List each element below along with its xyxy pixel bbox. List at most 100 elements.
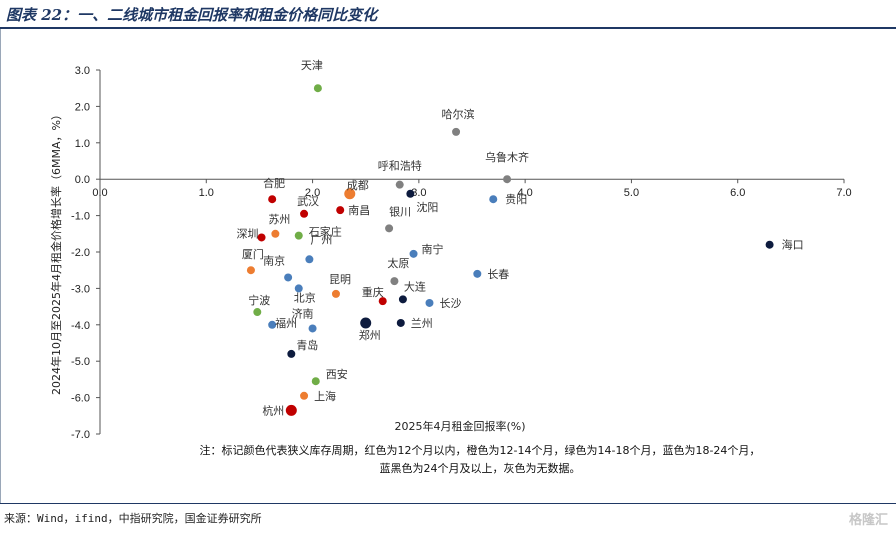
y-tick-label: -4.0 [71,320,90,332]
point-label: 昆明 [329,273,351,286]
x-tick-label: 0.0 [92,187,107,199]
point-北京 [294,284,303,293]
figure-title: 图表 22：一、二线城市租金回报率和租金价格同比变化 [6,6,378,24]
chart-axes [96,69,845,435]
x-tick-label: 6.0 [730,187,745,199]
point-label: 大连 [404,279,426,293]
point-呼和浩特 [395,180,404,189]
point-海口 [765,240,774,249]
point-深圳 [257,233,266,242]
point-南昌 [336,206,345,215]
point-天津 [313,84,322,93]
y-tick-label: 3.0 [75,65,90,77]
bottom-rule [0,503,896,504]
point-兰州 [396,318,405,327]
point-label: 南宁 [422,242,444,256]
point-label: 合肥 [263,176,285,190]
y-tick-label: 2.0 [75,101,90,113]
point-label: 上海 [314,389,336,403]
point-成都 [344,188,356,200]
point-label: 天津 [301,59,323,72]
point-label: 贵阳 [505,193,527,206]
point-上海 [300,391,309,400]
point-昆明 [331,289,340,298]
y-tick-label: -6.0 [71,393,90,405]
point-label: 杭州 [262,403,284,417]
point-合肥 [268,195,277,204]
chart-note-line1: 注：标记颜色代表狭义库存周期，红色为12个月以内，橙色为12-14个月，绿色为1… [199,444,761,457]
y-tick-label: -3.0 [71,283,90,295]
point-重庆 [378,297,387,306]
point-大连 [398,295,407,304]
point-label: 福州 [275,316,297,330]
point-label: 兰州 [411,317,433,330]
watermark-logo: 格隆汇 [848,513,888,528]
point-label: 郑州 [359,328,381,342]
point-苏州 [271,229,280,238]
point-济南 [308,324,317,333]
y-tick-label: 0.0 [75,174,90,186]
point-广州 [305,255,314,264]
point-长春 [473,269,482,278]
chart-tick-labels: 0.0 1.0 2.0 3.0 4.0 5.0 6.0 7.03.02.01.00.0-1.0… [71,65,852,441]
point-label: 深圳 [237,227,259,240]
point-label: 广州 [310,233,332,246]
point-南京 [284,273,293,282]
y-tick-label: -7.0 [71,429,90,441]
point-郑州 [360,317,372,329]
point-宁波 [253,308,262,317]
point-贵阳 [489,195,498,204]
point-label: 苏州 [268,213,290,226]
point-石家庄 [294,231,303,240]
point-南宁 [409,249,418,258]
title-rule [0,27,896,29]
x-tick-label: 5.0 [624,187,639,199]
point-武汉 [300,209,309,218]
point-label: 南昌 [348,204,370,217]
point-杭州 [285,404,297,416]
point-label: 重庆 [362,285,384,299]
point-太原 [390,277,399,286]
point-label: 武汉 [297,195,319,208]
x-tick-label: 3.0 [411,187,426,199]
point-乌鲁木齐 [503,175,512,184]
x-tick-label: 1.0 [199,187,214,199]
point-哈尔滨 [452,127,461,136]
y-axis-label: 2024年10月至2025年4月租金价格增长率（6MMA，%） [49,109,63,395]
point-福州 [268,320,277,329]
point-label: 宁波 [248,293,270,307]
point-青岛 [287,349,296,358]
point-label: 哈尔滨 [442,107,475,121]
point-银川 [385,224,394,233]
point-label: 西安 [326,367,348,381]
point-label: 银川 [389,204,411,218]
point-label: 太原 [387,257,409,270]
point-label: 南京 [263,253,285,267]
y-tick-label: -5.0 [71,356,90,368]
point-label: 海口 [782,238,804,252]
point-label: 石家庄 [309,225,342,239]
point-label: 乌鲁木齐 [485,150,529,164]
source-text: 来源：Wind，ifind，中指研究院，国金证券研究所 [4,512,262,525]
point-label: 长沙 [439,297,461,310]
point-西安 [311,377,320,386]
point-label: 济南 [292,306,314,320]
point-长沙 [425,298,434,307]
y-tick-label: 1.0 [75,138,90,150]
point-label: 青岛 [296,338,318,352]
point-label: 长春 [487,268,509,281]
point-label: 北京 [294,290,316,304]
point-label: 厦门 [242,247,264,261]
point-厦门 [246,266,255,275]
chart-note-line2: 蓝黑色为24个月及以上，灰色为无数据。 [379,462,581,475]
point-沈阳 [406,189,415,198]
point-label: 成都 [347,179,369,192]
y-tick-label: -2.0 [71,247,90,259]
x-tick-label: 2.0 [305,187,320,199]
frame-left-border [0,29,1,503]
point-label: 呼和浩特 [378,159,422,173]
x-axis-label: 2025年4月租金回报率(%) [394,419,525,433]
y-tick-label: -1.0 [71,211,90,223]
